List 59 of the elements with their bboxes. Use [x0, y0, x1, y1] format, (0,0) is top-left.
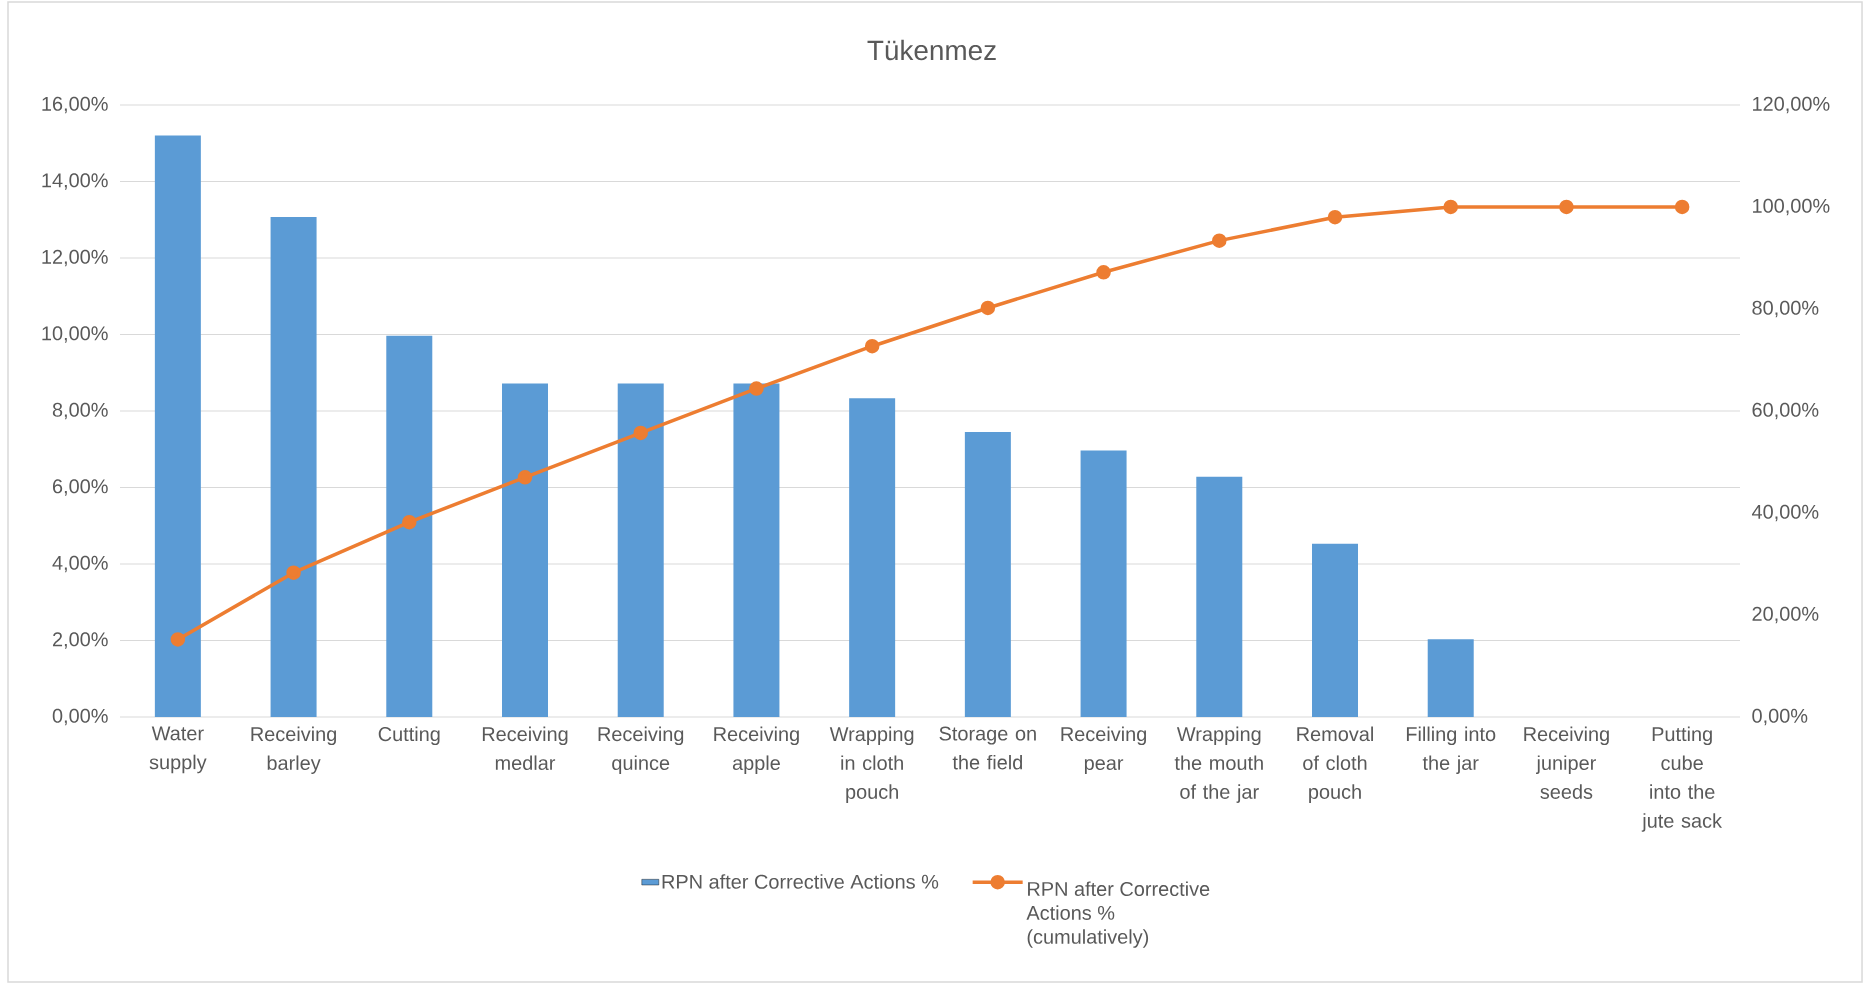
point [633, 425, 648, 441]
y2-tick-label: 100,00% [1753, 198, 1830, 216]
x-tick-label: Receiving juniper seeds [1524, 726, 1609, 799]
x-tick-label: Putting cube into the jute sack [1641, 726, 1723, 832]
y2-tick-label: 40,00% [1751, 504, 1819, 522]
y-tick-label: 10,00% [42, 326, 108, 343]
x-tick-label: Receiving medlar [482, 726, 568, 771]
x-tick-label: Receiving barley [251, 726, 337, 774]
point [1096, 265, 1111, 280]
point [1212, 233, 1227, 248]
y-tick-label: 2,00% [52, 632, 108, 649]
point [1559, 199, 1574, 215]
x-tick-label: Water supply [149, 726, 207, 774]
chart-title: Tükenmez [867, 39, 996, 61]
point [864, 338, 880, 354]
legend-label: RPN after Corrective Actions % (cumulatively) [1026, 881, 1210, 948]
point [1674, 199, 1690, 215]
y-tick-label: 0,00% [52, 708, 108, 726]
point [286, 565, 301, 580]
x-tick-label: Storage on the field [939, 726, 1036, 770]
bar [1196, 476, 1243, 717]
x-tick-label: Cutting [378, 726, 440, 746]
bar [154, 135, 201, 717]
y2-tick-label: 0,00% [1752, 708, 1808, 726]
point [980, 300, 996, 316]
bar [849, 398, 896, 717]
point [517, 470, 533, 485]
y2-tick-label: 120,00% [1753, 96, 1830, 114]
x-tick-label: Removal of cloth pouch [1297, 726, 1373, 803]
x-tick-label: Wrapping the mouth of the jar [1174, 726, 1263, 803]
y2-tick-label: 60,00% [1752, 402, 1819, 420]
y-tick-label: 4,00% [52, 555, 108, 573]
y-tick-label: 8,00% [52, 402, 108, 420]
bar [733, 383, 780, 717]
x-tick-label: Filling into the jar [1406, 726, 1496, 774]
point [402, 514, 417, 530]
x-tick-label: Receiving quince [598, 726, 684, 774]
bar [270, 217, 317, 717]
y-tick-label: 16,00% [42, 96, 108, 114]
bar [1080, 450, 1127, 717]
y2-tick-label: 80,00% [1752, 300, 1819, 318]
point [1443, 199, 1458, 215]
y-tick-label: 6,00% [53, 479, 108, 496]
point [749, 381, 764, 396]
x-tick-label: Receiving apple [714, 726, 799, 774]
bar [502, 383, 548, 717]
bar [1312, 543, 1358, 717]
y-tick-label: 12,00% [42, 249, 108, 267]
point [170, 632, 186, 647]
point [1327, 209, 1343, 225]
bar [617, 383, 664, 717]
x-tick-label: Receiving pear [1061, 726, 1147, 774]
legend-label: RPN after Corrective Actions % [662, 874, 939, 889]
bar [964, 432, 1011, 717]
bar [1427, 639, 1474, 717]
x-tick-label: Wrapping in cloth pouch [829, 726, 914, 803]
y-tick-label: 14,00% [42, 173, 108, 190]
bar [386, 335, 433, 717]
y2-tick-label: 20,00% [1752, 606, 1819, 624]
